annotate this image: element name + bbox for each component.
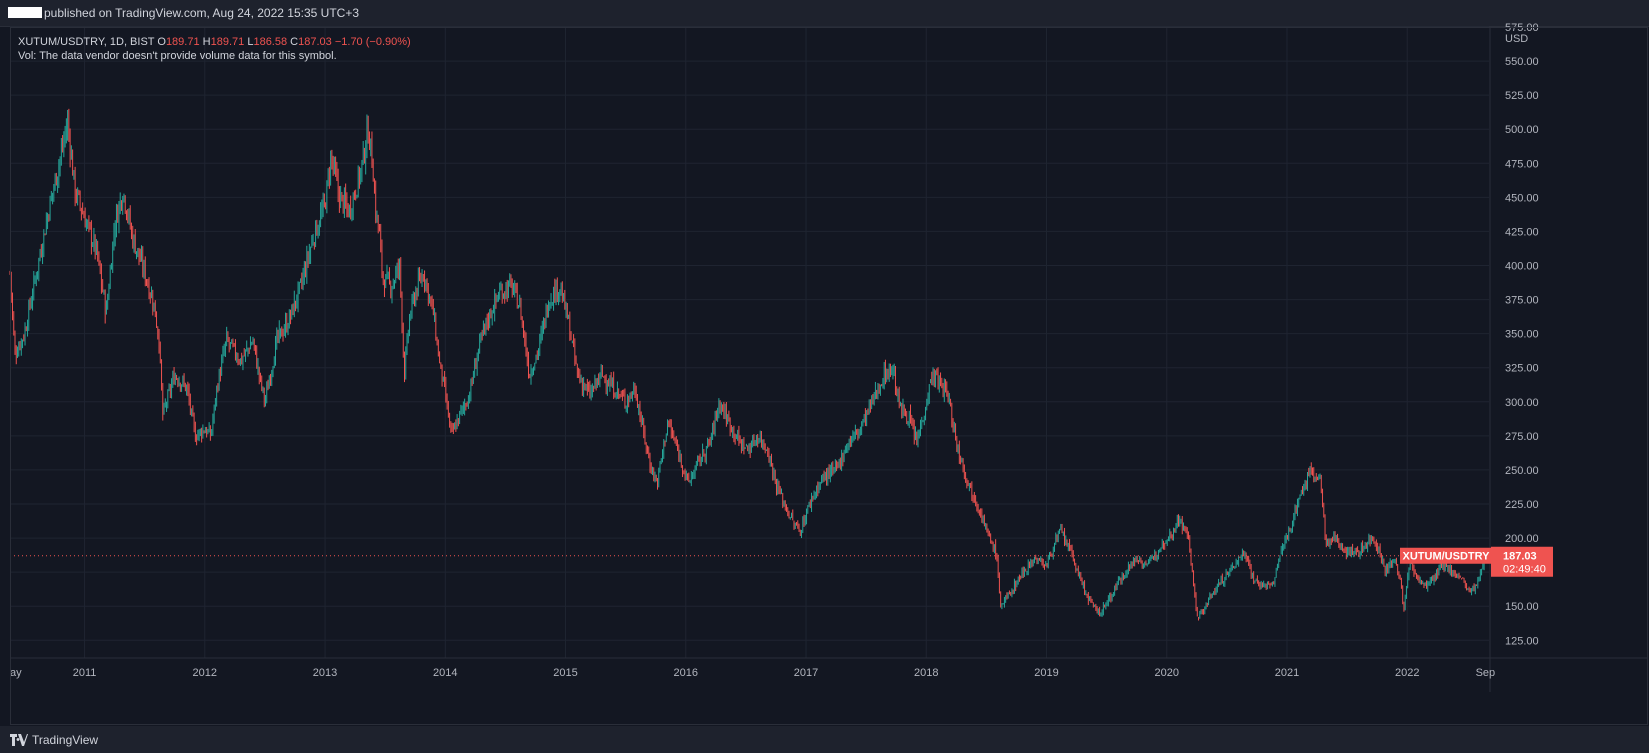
y-tick-label: 200.00: [1505, 533, 1539, 545]
ohlc-legend: XUTUM/USDTRY, 1D, BIST O189.71 H189.71 L…: [18, 34, 411, 50]
symbol-tag-label: XUTUM/USDTRY: [1403, 551, 1491, 563]
y-tick-label: 475.00: [1505, 158, 1539, 170]
y-tick-label: 450.00: [1505, 192, 1539, 204]
open-label: O: [157, 36, 166, 48]
low-label: L: [247, 36, 254, 48]
x-tick-label: 2011: [73, 667, 97, 679]
symbol-label[interactable]: XUTUM/USDTRY, 1D, BIST: [18, 36, 155, 48]
x-tick-label: 2016: [674, 667, 698, 679]
y-tick-label: 375.00: [1505, 295, 1539, 307]
x-tick-label: 2022: [1395, 667, 1419, 679]
brand-label: TradingView: [32, 733, 99, 747]
x-tick-label: 2015: [553, 667, 577, 679]
volume-notice: Vol: The data vendor doesn't provide vol…: [18, 50, 337, 62]
x-tick-label: 2014: [433, 667, 457, 679]
y-tick-label: 350.00: [1505, 329, 1539, 341]
footer-bar: TradingView: [0, 726, 1649, 753]
last-price-tag-bg: [1491, 546, 1553, 577]
y-tick-label: 150.00: [1505, 601, 1539, 613]
y-tick-label: 575.00: [1505, 22, 1539, 34]
symbol-tag-bg: [1400, 547, 1492, 564]
x-tick-label: Sep: [1476, 667, 1496, 679]
x-tick-label: 2013: [313, 667, 337, 679]
open-value: 189.71: [165, 36, 200, 48]
y-tick-label: 225.00: [1505, 499, 1539, 511]
low-value: 186.58: [253, 36, 288, 48]
y-tick-label: 275.00: [1505, 431, 1539, 443]
y-tick-label: 125.00: [1505, 635, 1539, 647]
y-tick-label: 550.00: [1505, 56, 1539, 68]
close-label: C: [290, 36, 299, 48]
x-tick-label: 2021: [1275, 667, 1299, 679]
y-tick-label: 425.00: [1505, 226, 1539, 238]
x-tick-label: 2017: [794, 667, 818, 679]
bar-countdown: 02:49:40: [1503, 564, 1546, 576]
x-tick-label: 2012: [193, 667, 217, 679]
change-value: −1.70 (−0.90%): [334, 36, 411, 48]
high-label: H: [202, 36, 211, 48]
high-value: 189.71: [210, 36, 245, 48]
y-tick-label: 250.00: [1505, 465, 1539, 477]
x-tick-label: 2019: [1034, 667, 1058, 679]
x-tick-label: 2018: [914, 667, 938, 679]
last-price-tag: 187.03: [1503, 551, 1537, 563]
tradingview-logo-icon: [10, 734, 28, 746]
price-axis-currency: USD: [1505, 33, 1528, 45]
y-tick-label: 525.00: [1505, 90, 1539, 102]
tradingview-brand[interactable]: TradingView: [10, 733, 98, 747]
x-tick-label: ay: [10, 667, 22, 679]
y-tick-label: 325.00: [1505, 363, 1539, 375]
y-tick-label: 400.00: [1505, 260, 1539, 272]
y-tick-label: 300.00: [1505, 397, 1539, 409]
x-tick-label: 2020: [1155, 667, 1179, 679]
y-tick-label: 500.00: [1505, 124, 1539, 136]
candles-group: [9, 108, 1488, 621]
redacted-username: [8, 7, 42, 18]
published-text: published on TradingView.com, Aug 24, 20…: [44, 6, 359, 20]
close-value: 187.03: [298, 36, 332, 48]
